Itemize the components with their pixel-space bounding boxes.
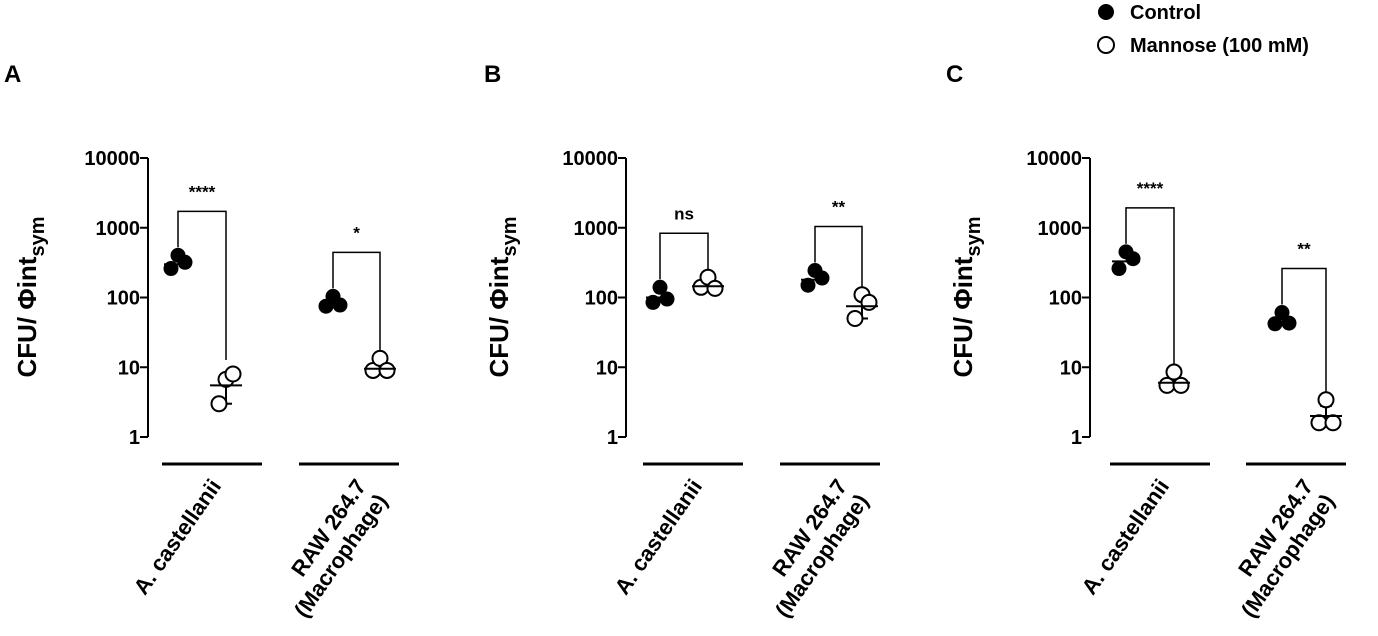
y-tick-label: 100 bbox=[1049, 288, 1082, 310]
y-axis-label-subscript: sym bbox=[27, 216, 49, 256]
data-point-control bbox=[1281, 315, 1297, 331]
data-point-control bbox=[177, 254, 193, 270]
significance-label: **** bbox=[1137, 179, 1164, 198]
data-point-mannose bbox=[860, 293, 878, 311]
data-point-mannose bbox=[1165, 363, 1183, 381]
data-point-mannose bbox=[706, 279, 724, 297]
category-label: A. castellanii bbox=[128, 475, 226, 600]
category-label: A. castellanii bbox=[609, 475, 707, 600]
data-point-control bbox=[1267, 316, 1283, 332]
y-tick-label: 10 bbox=[596, 357, 618, 379]
y-tick-label: 1000 bbox=[96, 218, 141, 240]
panel-letter: C bbox=[946, 61, 963, 88]
y-tick-label: 100 bbox=[585, 288, 618, 310]
panel-letter: B bbox=[484, 61, 501, 88]
data-point-mannose bbox=[1310, 414, 1328, 432]
legend-marker-mannose bbox=[1097, 36, 1115, 54]
data-point-control bbox=[1111, 261, 1127, 277]
data-point-control bbox=[1125, 251, 1141, 267]
y-axis-label-subscript: sym bbox=[499, 216, 521, 256]
significance-bracket bbox=[659, 232, 709, 280]
y-tick-label: 1 bbox=[607, 427, 618, 449]
y-tick-label: 1000 bbox=[1038, 218, 1083, 240]
y-axis-label-main: CFU/ Φint bbox=[948, 256, 978, 377]
y-tick-label: 10 bbox=[118, 357, 140, 379]
category-label: RAW 264.7(Macrophage) bbox=[1215, 475, 1340, 622]
category-label-line: A. castellanii bbox=[1076, 475, 1174, 600]
y-tick-label: 1000 bbox=[574, 218, 619, 240]
category-label: RAW 264.7(Macrophage) bbox=[268, 475, 393, 622]
y-tick-label: 10000 bbox=[562, 148, 618, 170]
data-point-mannose bbox=[1172, 376, 1190, 394]
y-axis-label-main: CFU/ Φint bbox=[484, 256, 514, 377]
chart-panel-B: B 1 10 100 1000 10000 CFU/ Φintsym ns A. castell… bbox=[484, 61, 880, 622]
significance-label: ** bbox=[1297, 239, 1311, 258]
data-point-mannose bbox=[846, 309, 864, 327]
data-point-mannose bbox=[224, 365, 242, 383]
category-label: A. castellanii bbox=[1076, 475, 1174, 600]
y-axis-label-subscript: sym bbox=[963, 216, 985, 256]
y-tick-label: 1 bbox=[1071, 427, 1082, 449]
y-tick-label: 10000 bbox=[1026, 148, 1082, 170]
y-axis-label: CFU/ Φintsym bbox=[484, 216, 521, 377]
panel-letter: A bbox=[4, 61, 21, 88]
legend-marker-control bbox=[1098, 4, 1114, 20]
data-point-control bbox=[645, 294, 661, 310]
significance-label: ** bbox=[832, 198, 846, 217]
data-point-control bbox=[800, 277, 816, 293]
y-tick-label: 100 bbox=[107, 288, 140, 310]
data-point-control bbox=[652, 279, 668, 295]
significance-label: **** bbox=[189, 182, 216, 201]
legend-label: Control bbox=[1130, 2, 1201, 24]
category-label-line: A. castellanii bbox=[128, 475, 226, 600]
y-tick-label: 1 bbox=[129, 427, 140, 449]
y-tick-label: 10000 bbox=[84, 148, 140, 170]
significance-bracket bbox=[814, 225, 863, 287]
data-point-mannose bbox=[1324, 414, 1342, 432]
chart-panel-A: A 1 10 100 1000 10000 CFU/ Φintsym **** A. caste… bbox=[4, 61, 399, 622]
data-point-control bbox=[1274, 304, 1290, 320]
chart-panel-C: C 1 10 100 1000 10000 CFU/ Φintsym **** A. caste… bbox=[946, 61, 1346, 622]
significance-bracket bbox=[332, 251, 381, 351]
data-point-mannose bbox=[210, 395, 228, 413]
data-point-mannose bbox=[378, 361, 396, 379]
data-point-mannose bbox=[1317, 391, 1335, 409]
y-axis-label: CFU/ Φintsym bbox=[12, 216, 49, 377]
significance-bracket bbox=[177, 210, 227, 361]
significance-bracket bbox=[1281, 267, 1327, 392]
y-axis-label-main: CFU/ Φint bbox=[12, 256, 42, 377]
data-point-control bbox=[659, 291, 675, 307]
legend-label: Mannose (100 mM) bbox=[1130, 35, 1309, 57]
significance-bracket bbox=[1125, 207, 1175, 365]
category-label: RAW 264.7(Macrophage) bbox=[749, 475, 874, 622]
significance-label: * bbox=[353, 223, 360, 242]
category-label-line: A. castellanii bbox=[609, 475, 707, 600]
data-point-control bbox=[814, 270, 830, 286]
y-axis-label: CFU/ Φintsym bbox=[948, 216, 985, 377]
y-tick-label: 10 bbox=[1060, 357, 1082, 379]
significance-label: ns bbox=[674, 204, 694, 223]
